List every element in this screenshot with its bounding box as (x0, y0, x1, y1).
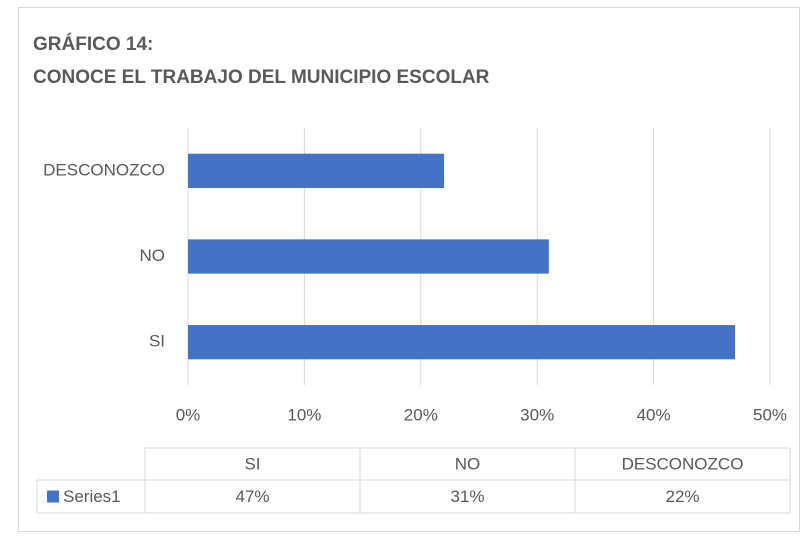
x-tick-label: 0% (176, 405, 201, 424)
y-tick-label: SI (149, 332, 165, 351)
y-tick-label: NO (140, 246, 166, 265)
chart-title: GRÁFICO 14: (33, 33, 153, 55)
table-header: SI (244, 454, 260, 473)
table-value: 31% (450, 487, 484, 506)
legend-label: Series1 (63, 487, 121, 506)
bar (188, 153, 445, 188)
table-value: 47% (235, 487, 269, 506)
chart-subtitle: CONOCE EL TRABAJO DEL MUNICIPIO ESCOLAR (33, 67, 490, 88)
y-tick-label: DESCONOZCO (43, 160, 165, 179)
bar (188, 239, 549, 274)
bar (188, 325, 736, 360)
table-header: DESCONOZCO (622, 454, 744, 473)
x-tick-label: 30% (520, 405, 554, 424)
x-tick-label: 50% (753, 405, 787, 424)
legend-key (47, 490, 59, 503)
x-tick-label: 10% (287, 405, 321, 424)
x-tick-label: 40% (637, 405, 671, 424)
table-header: NO (455, 454, 481, 473)
table-value: 22% (665, 487, 699, 506)
x-tick-label: 20% (404, 405, 438, 424)
